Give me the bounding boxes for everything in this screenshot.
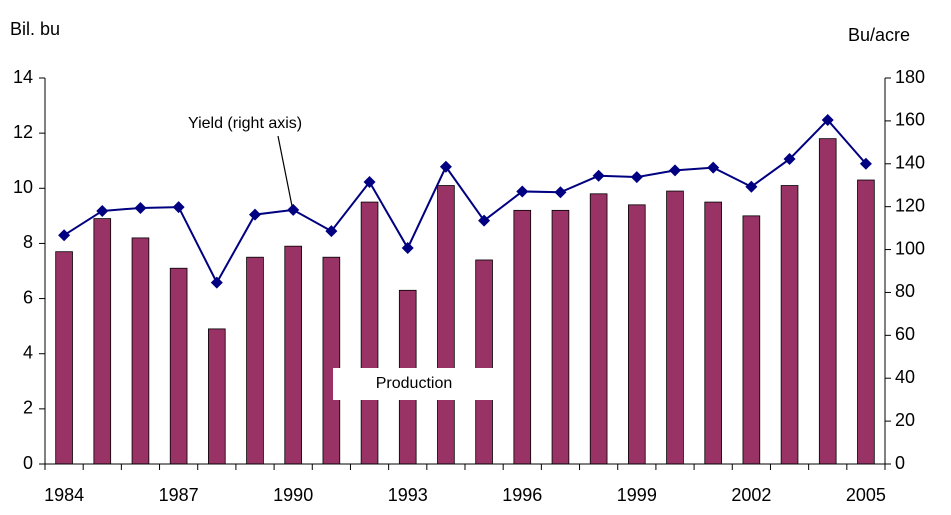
bar (589, 193, 608, 465)
x-tick-label: 2002 (731, 485, 771, 505)
y-tick-label: 14 (13, 67, 33, 87)
y2-tick-label: 120 (895, 195, 925, 215)
y-tick-label: 10 (13, 177, 33, 197)
line-marker (783, 153, 796, 166)
line-marker (249, 208, 261, 221)
bar (55, 251, 73, 465)
bar (437, 185, 455, 465)
x-tick-label: 2005 (846, 485, 886, 505)
y2-tick-label: 0 (895, 453, 905, 473)
y2-axis-title: Bu/acre (848, 25, 910, 45)
bar (628, 204, 646, 465)
y-tick-label: 4 (23, 342, 33, 362)
bar (475, 259, 493, 465)
y2-tick-label: 60 (895, 324, 915, 344)
line-marker (96, 204, 109, 217)
label-box (333, 368, 495, 400)
y2-tick-label: 80 (895, 281, 915, 301)
bar (131, 237, 150, 465)
line-marker (439, 160, 452, 173)
bar (742, 215, 761, 465)
line-marker (363, 176, 376, 189)
bar (208, 328, 226, 465)
y-tick-label: 6 (23, 287, 33, 307)
y2-tick-label: 20 (895, 410, 915, 430)
line-marker (134, 201, 147, 214)
bar (93, 218, 112, 465)
line-marker (516, 185, 529, 198)
line-marker (325, 225, 338, 238)
bar (169, 267, 188, 465)
y2-tick-label: 100 (895, 238, 925, 258)
y2-tick-label: 160 (895, 110, 925, 130)
line-marker (401, 242, 414, 255)
x-tick-label: 1984 (44, 485, 84, 505)
x-tick-label: 1990 (273, 485, 313, 505)
bar (513, 209, 532, 465)
line-marker (859, 157, 872, 170)
x-tick-label: 1996 (502, 485, 542, 505)
x-tick-label: 1987 (159, 485, 199, 505)
line-marker (630, 171, 643, 184)
y-tick-label: 0 (23, 453, 33, 473)
line-marker (821, 114, 834, 127)
bar (322, 256, 341, 465)
bar (246, 256, 264, 465)
line-marker (287, 203, 300, 216)
line (63, 118, 867, 285)
y-axis-title: Bil. bu (10, 19, 60, 39)
line-marker (707, 161, 720, 174)
y-tick-label: 8 (23, 232, 33, 252)
y-tick-label: 12 (13, 122, 33, 142)
bar (666, 190, 684, 465)
line-marker (669, 164, 681, 177)
line-marker (478, 214, 491, 227)
x-tick-label: 1993 (388, 485, 428, 505)
bar (284, 245, 302, 465)
bar (780, 185, 799, 465)
bar-label: Production (376, 375, 453, 392)
y2-tick-label: 180 (895, 67, 925, 87)
line-marker (210, 276, 223, 289)
line-marker (554, 186, 567, 199)
y-tick-label: 2 (23, 398, 33, 418)
line-marker (592, 169, 605, 182)
bar (704, 201, 722, 465)
line-marker (58, 229, 71, 242)
y2-tick-label: 140 (895, 153, 925, 173)
annotation-arrow (277, 135, 293, 207)
y2-tick-label: 40 (895, 367, 915, 387)
x-tick-label: 1999 (617, 485, 657, 505)
line-label: Yield (right axis) (188, 115, 302, 132)
bar (360, 201, 379, 465)
bar (818, 138, 837, 465)
line-marker (745, 180, 758, 193)
bar (551, 209, 570, 465)
bar (857, 179, 875, 465)
line-marker (172, 201, 185, 214)
